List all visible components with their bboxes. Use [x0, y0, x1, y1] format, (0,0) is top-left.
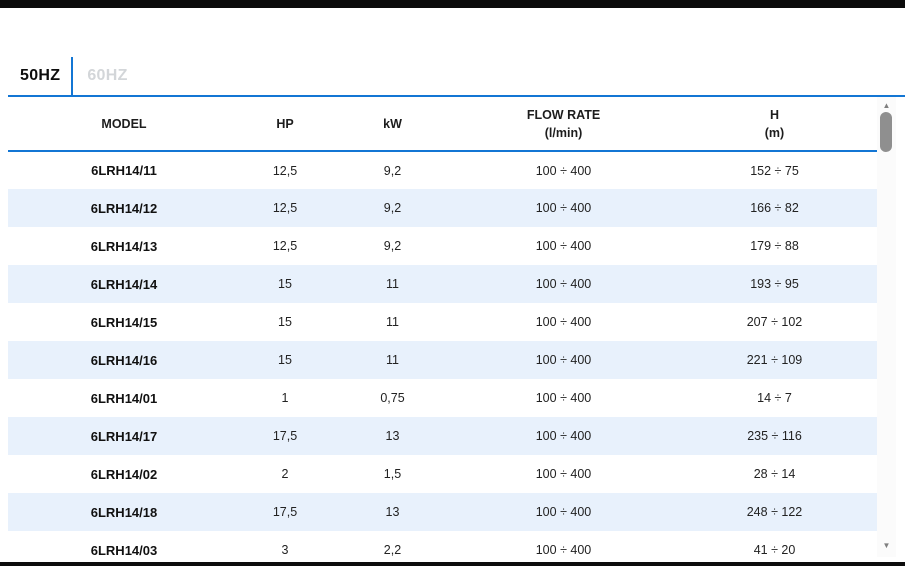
cell-hp: 15 [278, 353, 292, 367]
cell-kw: 9,2 [383, 239, 402, 253]
table-row: 6LRH14/17 17,5 13 100 ÷ 400 235 ÷ 116 [8, 417, 877, 455]
cell-kw: 9,2 [383, 163, 402, 178]
cell-kw: 13 [385, 505, 400, 519]
cell-model: 6LRH14/17 [90, 428, 158, 444]
cell-kw: 0,75 [380, 391, 405, 405]
scrollbar-thumb[interactable] [880, 112, 892, 152]
cell-flow: 100 ÷ 400 [535, 391, 592, 405]
cell-kw: 11 [386, 277, 399, 291]
cell-hp: 12,5 [272, 201, 298, 215]
cell-model: 6LRH14/11 [91, 163, 157, 178]
cell-model: 6LRH14/02 [90, 466, 158, 482]
column-sub-label: (l/min) [544, 125, 583, 140]
table-row: 6LRH14/12 12,5 9,2 100 ÷ 400 166 ÷ 82 [8, 189, 877, 227]
cell-model: 6LRH14/01 [90, 390, 158, 406]
cell-model: 6LRH14/18 [90, 504, 158, 520]
cell-hp: 12,5 [272, 163, 298, 178]
cell-flow: 100 ÷ 400 [535, 239, 592, 253]
table-row: 6LRH14/15 15 11 100 ÷ 400 207 ÷ 102 [8, 303, 877, 341]
cell-flow: 100 ÷ 400 [535, 467, 592, 481]
cell-h: 14 ÷ 7 [757, 391, 792, 405]
cell-kw: 2,2 [383, 543, 402, 557]
column-header-head: H (m) [672, 97, 877, 151]
table-row: 6LRH14/11 12,5 9,2 100 ÷ 400 152 ÷ 75 [8, 151, 877, 189]
cell-h: 152 ÷ 75 [750, 163, 799, 178]
cell-kw: 13 [385, 429, 400, 443]
top-border [0, 0, 905, 8]
cell-hp: 17,5 [272, 505, 298, 519]
table-row: 6LRH14/01 1 0,75 100 ÷ 400 14 ÷ 7 [8, 379, 877, 417]
cell-model: 6LRH14/13 [90, 238, 158, 254]
cell-hp: 3 [281, 543, 289, 557]
cell-h: 166 ÷ 82 [750, 201, 799, 215]
cell-hp: 17,5 [272, 429, 298, 443]
cell-h: 179 ÷ 88 [750, 239, 799, 253]
cell-hp: 12,5 [272, 239, 298, 253]
cell-flow: 100 ÷ 400 [535, 543, 592, 557]
cell-h: 193 ÷ 95 [750, 277, 799, 291]
tab-60hz[interactable]: 60HZ [87, 67, 128, 84]
cell-flow: 100 ÷ 400 [535, 163, 592, 178]
column-label: H [769, 107, 780, 122]
scroll-up-icon[interactable]: ▲ [882, 101, 891, 110]
cell-flow: 100 ÷ 400 [535, 505, 592, 519]
cell-h: 235 ÷ 116 [747, 429, 802, 443]
cell-h: 28 ÷ 14 [753, 467, 796, 481]
column-header-hp: HP [240, 97, 330, 151]
bottom-border [0, 562, 905, 566]
column-header-flow-rate: FLOW RATE (l/min) [455, 97, 672, 151]
vertical-scrollbar[interactable]: ▲ ▼ [877, 97, 896, 557]
cell-flow: 100 ÷ 400 [535, 353, 592, 367]
table-row: 6LRH14/13 12,5 9,2 100 ÷ 400 179 ÷ 88 [8, 227, 877, 265]
cell-kw: 1,5 [383, 467, 402, 481]
table-header: MODEL HP kW FLOW RATE (l/min) H (m) [8, 97, 877, 151]
cell-h: 221 ÷ 109 [746, 353, 803, 367]
table-row: 6LRH14/14 15 11 100 ÷ 400 193 ÷ 95 [8, 265, 877, 303]
table-row: 6LRH14/02 2 1,5 100 ÷ 400 28 ÷ 14 [8, 455, 877, 493]
cell-kw: 9,2 [383, 201, 402, 215]
column-label: kW [383, 116, 402, 131]
tab-separator [71, 57, 74, 95]
cell-hp: 2 [281, 467, 289, 481]
tab-50hz[interactable]: 50HZ [20, 67, 61, 84]
table-row: 6LRH14/16 15 11 100 ÷ 400 221 ÷ 109 [8, 341, 877, 379]
cell-model: 6LRH14/14 [90, 276, 158, 292]
column-header-model: MODEL [8, 97, 240, 151]
cell-hp: 1 [281, 391, 289, 405]
spec-table: MODEL HP kW FLOW RATE (l/min) H (m) [8, 97, 877, 569]
cell-kw: 11 [386, 353, 399, 367]
cell-flow: 100 ÷ 400 [535, 277, 592, 291]
column-header-kw: kW [330, 97, 455, 151]
cell-h: 41 ÷ 20 [753, 543, 796, 557]
cell-h: 207 ÷ 102 [746, 315, 803, 329]
cell-kw: 11 [386, 315, 399, 329]
cell-hp: 15 [278, 315, 292, 329]
column-label: MODEL [101, 116, 147, 131]
cell-model: 6LRH14/12 [90, 200, 158, 216]
table-row: 6LRH14/18 17,5 13 100 ÷ 400 248 ÷ 122 [8, 493, 877, 531]
table-body: 6LRH14/11 12,5 9,2 100 ÷ 400 152 ÷ 75 6LRH14/… [8, 151, 877, 569]
cell-flow: 100 ÷ 400 [535, 201, 592, 215]
cell-model: 6LRH14/15 [90, 314, 158, 330]
scroll-down-icon[interactable]: ▼ [882, 541, 891, 550]
cell-model: 6LRH14/16 [90, 352, 158, 368]
frequency-tabs: 50HZ 60HZ [16, 56, 132, 96]
tab-underline [8, 95, 905, 97]
cell-model: 6LRH14/03 [90, 542, 158, 558]
column-label: HP [276, 116, 294, 131]
cell-h: 248 ÷ 122 [746, 505, 803, 519]
column-label: FLOW RATE [526, 107, 601, 122]
cell-flow: 100 ÷ 400 [535, 429, 592, 443]
column-sub-label: (m) [764, 125, 785, 140]
cell-hp: 15 [278, 277, 292, 291]
cell-flow: 100 ÷ 400 [535, 315, 592, 329]
